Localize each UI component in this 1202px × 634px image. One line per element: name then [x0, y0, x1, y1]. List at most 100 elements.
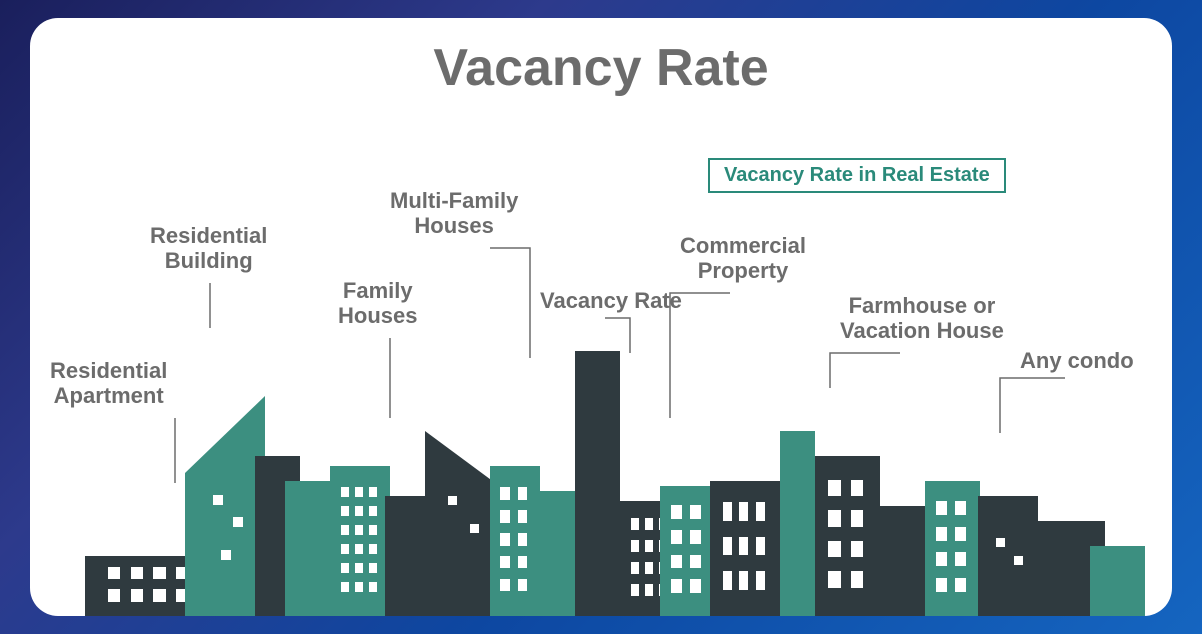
building-window	[341, 544, 349, 554]
building-window	[690, 530, 701, 544]
building-window	[690, 555, 701, 569]
b-dark-condo2	[978, 496, 1038, 616]
b-teal-s2	[490, 466, 540, 616]
building-window	[645, 584, 653, 596]
building-window	[756, 537, 765, 556]
building-window	[671, 555, 682, 569]
building-window	[369, 582, 377, 592]
b-dark-farm2	[815, 456, 880, 616]
building-window	[851, 571, 864, 588]
building-window	[828, 571, 841, 588]
building-window	[355, 544, 363, 554]
building-window	[518, 533, 528, 546]
building-window	[341, 506, 349, 516]
building-window	[500, 556, 510, 569]
building-window	[828, 510, 841, 527]
building-window	[739, 502, 748, 521]
b-teal-tall1	[330, 466, 390, 616]
building-window	[518, 579, 528, 592]
building-window	[500, 487, 510, 500]
building-window	[631, 540, 639, 552]
building-window	[955, 527, 966, 541]
building-window	[671, 530, 682, 544]
building-window	[518, 487, 528, 500]
b-dark-fam	[385, 496, 425, 616]
b-dark-comm2	[710, 481, 780, 616]
building-window	[355, 525, 363, 535]
building-window	[739, 571, 748, 590]
building-window	[671, 579, 682, 593]
building-window	[153, 589, 166, 602]
building-window	[723, 571, 732, 590]
building-window	[851, 480, 864, 497]
building-window	[936, 552, 947, 566]
building-window	[470, 524, 479, 533]
building-window	[518, 510, 528, 523]
building-window	[500, 579, 510, 592]
building-window	[828, 541, 841, 558]
city-skyline	[30, 286, 1172, 616]
building-window	[645, 518, 653, 530]
building-window	[631, 518, 639, 530]
building-window	[518, 556, 528, 569]
building-window	[153, 567, 166, 580]
b-teal-condo	[925, 481, 980, 616]
building-window	[341, 582, 349, 592]
building-window	[213, 495, 223, 505]
building-window	[369, 506, 377, 516]
b-teal-vr	[535, 491, 575, 616]
building-window	[369, 525, 377, 535]
b-dark-s3	[880, 506, 930, 616]
building-window	[233, 517, 243, 527]
building-window	[369, 544, 377, 554]
building-window	[355, 563, 363, 573]
b-teal-end	[1090, 546, 1145, 616]
building-window	[131, 567, 144, 580]
building-window	[671, 505, 682, 519]
building-window	[756, 571, 765, 590]
b-dark-multi	[425, 431, 500, 616]
building-window	[828, 480, 841, 497]
building-window	[355, 487, 363, 497]
building-window	[851, 510, 864, 527]
building-window	[723, 537, 732, 556]
building-window	[221, 550, 231, 560]
building-window	[936, 501, 947, 515]
building-window	[355, 506, 363, 516]
building-window	[756, 502, 765, 521]
building-window	[108, 589, 121, 602]
b-res-bldg-tri	[185, 396, 265, 616]
building-window	[341, 487, 349, 497]
building-window	[645, 540, 653, 552]
b-teal-comm	[660, 486, 715, 616]
b-teal-farm	[780, 431, 815, 616]
building-window	[341, 563, 349, 573]
building-window	[448, 496, 457, 505]
building-window	[500, 533, 510, 546]
building-window	[341, 525, 349, 535]
building-window	[936, 578, 947, 592]
building-window	[108, 567, 121, 580]
building-window	[690, 505, 701, 519]
b-dark-vr-tall	[575, 351, 620, 616]
building-window	[723, 502, 732, 521]
building-window	[369, 487, 377, 497]
building-window	[936, 527, 947, 541]
building-window	[645, 562, 653, 574]
building-window	[955, 578, 966, 592]
building-window	[369, 563, 377, 573]
infographic-card: Vacancy Rate Vacancy Rate in Real Estate…	[30, 18, 1172, 616]
building-window	[739, 537, 748, 556]
building-window	[131, 589, 144, 602]
building-window	[631, 584, 639, 596]
building-window	[631, 562, 639, 574]
building-window	[955, 552, 966, 566]
building-window	[355, 582, 363, 592]
building-window	[1014, 556, 1023, 565]
building-window	[996, 538, 1005, 547]
building-window	[500, 510, 510, 523]
building-window	[690, 579, 701, 593]
building-window	[851, 541, 864, 558]
b-teal-s1	[285, 481, 335, 616]
building-window	[955, 501, 966, 515]
